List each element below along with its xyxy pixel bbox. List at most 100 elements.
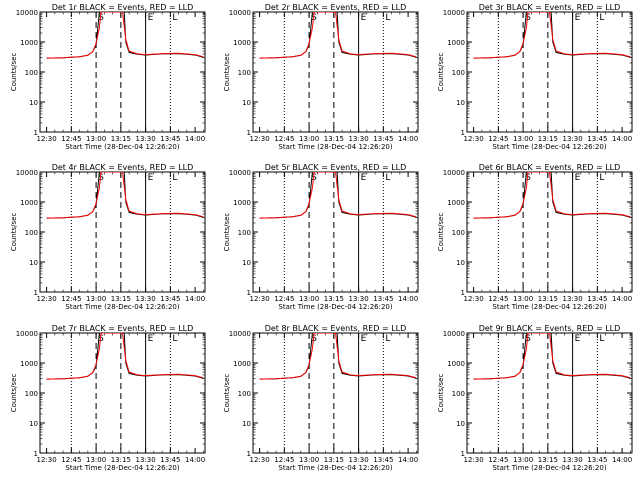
y-tick-label: 1000 <box>233 39 251 47</box>
y-tick-label: 10 <box>242 420 251 428</box>
panel-6: Det 6r BLACK = Events, RED = LLD 1 10 100 10… <box>437 163 633 311</box>
panel-2: Det 2r BLACK = Events, RED = LLD 1 10 100 10… <box>223 3 419 151</box>
y-tick-label: 100 <box>238 69 251 77</box>
plot-frame <box>39 171 206 293</box>
x-tick-label: 13:00 <box>86 295 106 303</box>
plot-frame <box>39 11 206 133</box>
x-tick-label: 13:30 <box>136 456 156 464</box>
x-tick-label: 12:45 <box>274 295 294 303</box>
y-tick-label: 1000 <box>233 199 251 207</box>
annotation-e: E <box>361 334 367 344</box>
panel-8: Det 8r BLACK = Events, RED = LLD 1 10 100 10… <box>223 324 419 472</box>
y-tick-label: 100 <box>452 229 465 237</box>
panel-title: Det 3r BLACK = Events, RED = LLD <box>479 3 621 12</box>
y-tick-label: 1000 <box>447 360 465 368</box>
y-axis-label: Counts/sec <box>10 213 18 252</box>
x-tick-label: 13:15 <box>111 456 131 464</box>
y-axis-label: Counts/sec <box>223 53 231 92</box>
x-tick-label: 12:45 <box>488 135 508 143</box>
x-tick-label: 13:30 <box>563 135 583 143</box>
y-tick-label: 10000 <box>16 169 38 177</box>
panel-7: Det 7r BLACK = Events, RED = LLD 1 10 100 10… <box>10 324 206 472</box>
x-tick-label: 14:00 <box>185 295 205 303</box>
annotation-s: S <box>98 334 104 344</box>
y-axis-label: Counts/sec <box>437 374 445 413</box>
annotation-e: E <box>148 13 154 23</box>
annotation-e: E <box>575 13 581 23</box>
y-tick-label: 1 <box>247 129 251 137</box>
y-tick-label: 100 <box>452 69 465 77</box>
x-tick-label: 12:45 <box>274 135 294 143</box>
x-tick-label: 14:00 <box>185 135 205 143</box>
y-tick-label: 10 <box>242 99 251 107</box>
series-line-lld <box>473 172 631 219</box>
y-tick-label: 1000 <box>233 360 251 368</box>
x-axis-label: Start Time (28-Dec-04 12:26:20) <box>492 143 606 151</box>
x-tick-label: 13:45 <box>373 295 393 303</box>
y-tick-label: 1000 <box>20 39 38 47</box>
series-line-lld <box>259 333 417 380</box>
panel-5: Det 5r BLACK = Events, RED = LLD 1 10 100 10… <box>223 163 419 311</box>
x-tick-label: 13:30 <box>349 135 369 143</box>
series-line-lld <box>46 333 204 380</box>
x-tick-label: 13:30 <box>349 456 369 464</box>
annotation-l: L <box>385 173 390 183</box>
annotation-l: L <box>172 173 177 183</box>
panel-title: Det 1r BLACK = Events, RED = LLD <box>52 3 194 12</box>
x-tick-label: 12:30 <box>250 456 270 464</box>
y-axis-label: Counts/sec <box>223 374 231 413</box>
y-tick-label: 100 <box>238 390 251 398</box>
x-tick-label: 14:00 <box>398 135 418 143</box>
y-tick-label: 1 <box>34 289 38 297</box>
panel-9: Det 9r BLACK = Events, RED = LLD 1 10 100 10… <box>437 324 633 472</box>
x-tick-label: 13:30 <box>136 135 156 143</box>
y-axis-label: Counts/sec <box>10 374 18 413</box>
x-tick-label: 13:15 <box>538 135 558 143</box>
annotation-s: S <box>311 173 317 183</box>
x-axis-label: Start Time (28-Dec-04 12:26:20) <box>492 464 606 472</box>
panel-1: Det 1r BLACK = Events, RED = LLD 1 10 100 10… <box>10 3 206 151</box>
annotation-l: L <box>385 334 390 344</box>
y-tick-label: 100 <box>238 229 251 237</box>
x-tick-label: 13:45 <box>160 456 180 464</box>
y-tick-label: 100 <box>25 390 38 398</box>
annotation-e: E <box>148 173 154 183</box>
panel-title: Det 2r BLACK = Events, RED = LLD <box>265 3 407 12</box>
x-tick-label: 13:45 <box>160 295 180 303</box>
y-tick-label: 10 <box>456 420 465 428</box>
y-tick-label: 10 <box>29 420 38 428</box>
x-tick-label: 12:30 <box>464 135 484 143</box>
x-tick-label: 13:45 <box>587 135 607 143</box>
panel-title: Det 7r BLACK = Events, RED = LLD <box>52 324 194 333</box>
plot-frame <box>466 171 633 293</box>
series-line-lld <box>259 172 417 219</box>
y-tick-label: 100 <box>25 229 38 237</box>
x-tick-label: 13:00 <box>513 135 533 143</box>
series-line-lld <box>473 333 631 380</box>
x-tick-label: 13:00 <box>86 135 106 143</box>
x-tick-label: 13:15 <box>538 295 558 303</box>
annotation-s: S <box>98 13 104 23</box>
x-axis-label: Start Time (28-Dec-04 12:26:20) <box>65 143 179 151</box>
y-tick-label: 1 <box>34 129 38 137</box>
x-tick-label: 14:00 <box>612 295 632 303</box>
x-tick-label: 12:45 <box>61 456 81 464</box>
y-tick-label: 10 <box>29 259 38 267</box>
y-tick-label: 10 <box>456 99 465 107</box>
annotation-l: L <box>599 13 604 23</box>
y-tick-label: 10000 <box>229 330 251 338</box>
x-tick-label: 14:00 <box>612 456 632 464</box>
y-tick-label: 10000 <box>443 9 465 17</box>
x-tick-label: 13:45 <box>587 456 607 464</box>
annotation-e: E <box>575 334 581 344</box>
x-tick-label: 14:00 <box>185 456 205 464</box>
x-tick-label: 12:30 <box>37 456 57 464</box>
x-tick-label: 13:15 <box>111 295 131 303</box>
y-axis-label: Counts/sec <box>437 213 445 252</box>
x-tick-label: 13:30 <box>136 295 156 303</box>
y-tick-label: 1 <box>461 129 465 137</box>
x-tick-label: 12:30 <box>464 295 484 303</box>
x-tick-label: 13:00 <box>299 295 319 303</box>
y-axis-label: Counts/sec <box>223 213 231 252</box>
series-line-lld <box>46 172 204 219</box>
